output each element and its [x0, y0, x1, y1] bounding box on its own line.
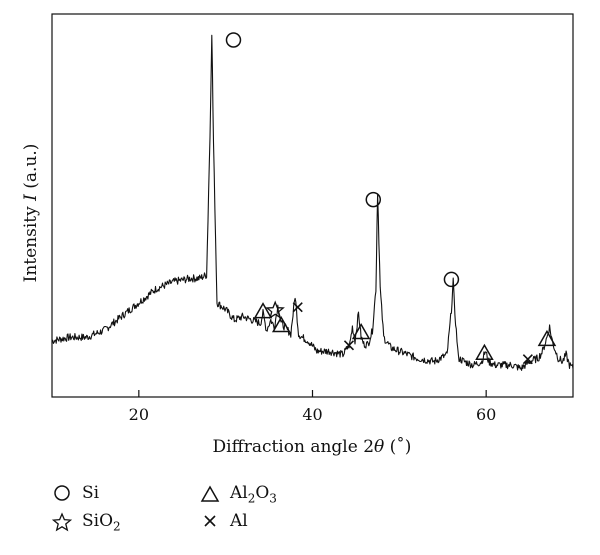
legend-label-al: Al: [230, 511, 248, 531]
al2o3-peak-marker: [271, 316, 291, 333]
legend-item-al2o3: Al2O3: [200, 483, 277, 505]
al-peak-marker: [343, 340, 355, 351]
triangle-marker-icon: [200, 485, 220, 502]
xrd-pattern-line: [51, 34, 574, 371]
al-peak-marker: [292, 302, 303, 313]
al-peak-marker: [522, 354, 533, 365]
al2o3-peak-marker: [475, 343, 494, 361]
si-peak-marker: [443, 271, 460, 288]
y-axis-label: Intensity I (a.u.): [21, 144, 41, 283]
si-peak-marker: [365, 191, 382, 208]
legend-item-si: Si: [52, 483, 99, 503]
legend-label-si: Si: [82, 483, 100, 503]
sio2-peak-marker: [265, 300, 285, 319]
legend-label-al2o3: Al2O3: [230, 483, 277, 506]
al2o3-peak-marker: [351, 322, 371, 340]
peak-markers: [225, 32, 557, 365]
plot-axes: [51, 13, 574, 398]
legend-item-al: Al: [200, 511, 248, 531]
cross-marker-icon: [204, 515, 216, 527]
al2o3-peak-marker: [537, 329, 557, 347]
x-ticks: 20 40 60: [129, 390, 496, 424]
al2o3-peak-marker: [253, 302, 273, 319]
star-marker-icon: [52, 512, 72, 532]
xrd-chart: 20 40 60 Diffraction angle 2θ (˚) Intensit…: [21, 13, 574, 457]
si-peak-marker: [225, 32, 242, 48]
x-tick-label: 20: [129, 405, 149, 424]
legend-label-sio2: SiO2: [82, 511, 121, 534]
x-axis-label: Diffraction angle 2θ (˚): [213, 437, 412, 457]
series-layer: [51, 34, 574, 371]
x-tick-label: 60: [476, 405, 496, 424]
legend-item-sio2: SiO2: [52, 511, 121, 533]
x-tick-label: 40: [302, 405, 322, 424]
plot-frame: [51, 13, 574, 398]
circle-marker-icon: [54, 485, 70, 501]
